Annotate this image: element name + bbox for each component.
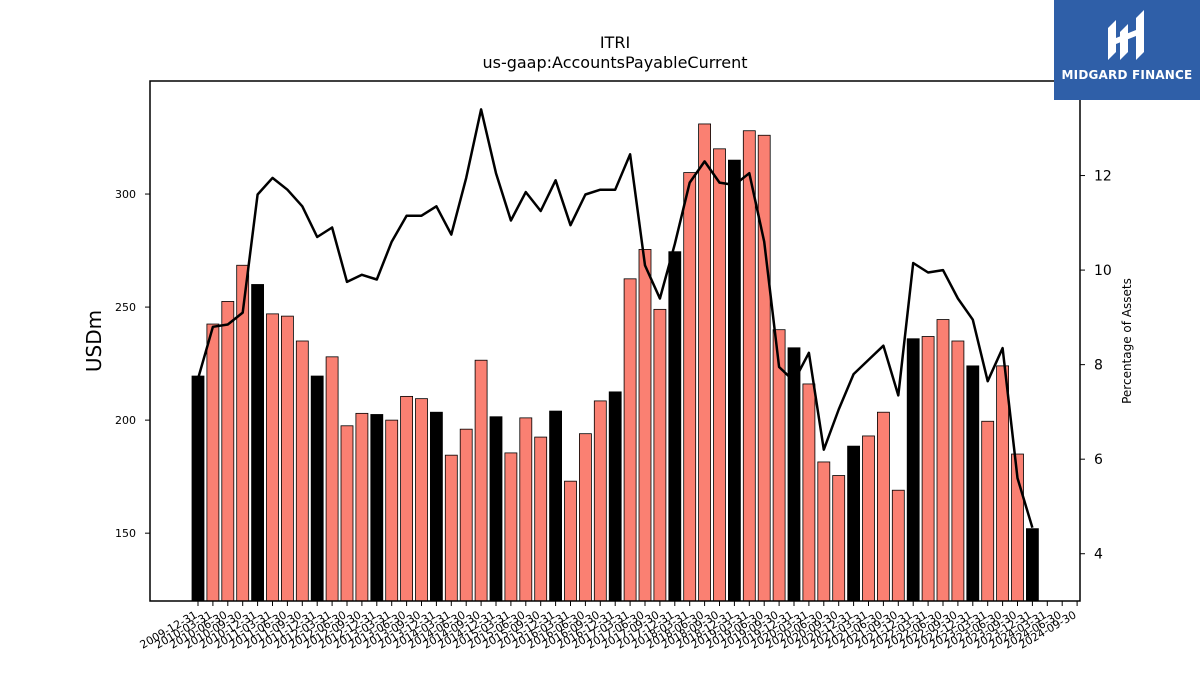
bar: [981, 420, 995, 602]
bar: [728, 159, 741, 602]
bar: [802, 383, 816, 602]
bar: [221, 301, 235, 602]
y-tick-label: 300: [115, 188, 136, 201]
bar: [966, 365, 980, 602]
bar: [385, 419, 399, 602]
bar: [742, 130, 756, 602]
y2-tick-label: 10: [1094, 263, 1112, 279]
bar: [295, 340, 309, 602]
bar: [862, 435, 875, 602]
percentage-line: [196, 108, 1034, 529]
y2-tick-label: 12: [1094, 169, 1112, 185]
y-axis: 150 200 250 300: [115, 188, 150, 540]
bar: [847, 445, 860, 602]
logo-text: MIDGARD FINANCE: [1061, 68, 1193, 82]
bar: [504, 452, 518, 602]
bar: [579, 433, 592, 602]
midgard-logo-icon: [1108, 10, 1144, 60]
y-tick-label: 150: [115, 527, 136, 540]
bar: [623, 278, 637, 602]
bars-layer: [191, 123, 1039, 602]
bar: [698, 123, 711, 602]
line-layer: [196, 108, 1034, 529]
y2-tick-label: 8: [1094, 358, 1103, 374]
bar: [459, 428, 473, 602]
bar: [921, 336, 935, 602]
bar: [817, 461, 831, 602]
bar: [280, 315, 294, 602]
bar: [370, 414, 384, 602]
chart-title: ITRI: [600, 33, 630, 52]
bar: [534, 436, 548, 602]
bar: [757, 134, 771, 602]
bar: [400, 395, 414, 602]
bar: [608, 391, 622, 602]
bar: [564, 480, 577, 602]
bar: [266, 313, 279, 602]
bar: [191, 375, 205, 602]
brand-logo: MIDGARD FINANCE: [1054, 0, 1200, 100]
y-tick-label: 200: [115, 414, 136, 427]
bar: [206, 323, 220, 602]
bar: [251, 284, 265, 602]
bar: [713, 148, 726, 602]
bar: [787, 347, 801, 602]
bar: [683, 172, 697, 602]
bar: [340, 425, 354, 602]
x-axis: 2009-12-312010-03-312010-06-302010-09-30…: [138, 601, 1079, 652]
bar: [429, 411, 443, 602]
bar: [877, 411, 890, 602]
y2-tick-label: 4: [1094, 547, 1103, 563]
bar: [593, 400, 607, 602]
bar: [444, 454, 458, 602]
bar: [996, 365, 1009, 602]
bar: [325, 356, 339, 602]
chart-subtitle: us-gaap:AccountsPayableCurrent: [482, 53, 747, 72]
y2-axis: 4 6 8 10 12: [1080, 169, 1112, 563]
bar: [668, 251, 682, 602]
bar: [891, 489, 905, 602]
bar: [1026, 528, 1039, 602]
bar: [906, 338, 920, 602]
bar: [474, 359, 488, 602]
y2-axis-label: Percentage of Assets: [1120, 278, 1134, 404]
bar: [310, 375, 324, 602]
bar: [832, 475, 846, 602]
bar: [415, 398, 428, 602]
y-tick-label: 250: [115, 301, 136, 314]
y2-tick-label: 6: [1094, 452, 1103, 468]
bar: [936, 319, 950, 602]
bar: [653, 308, 667, 602]
bar: [489, 416, 503, 602]
bar: [519, 417, 533, 602]
y-axis-label: USDm: [82, 310, 106, 372]
bar: [549, 410, 562, 602]
bar: [951, 340, 965, 602]
bar: [355, 412, 369, 602]
bar: [638, 249, 652, 602]
